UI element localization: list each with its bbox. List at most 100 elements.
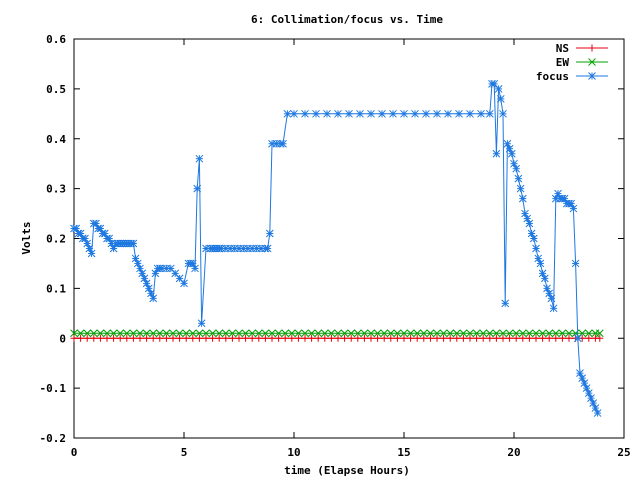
data-point [433,334,441,342]
data-point [512,164,521,173]
data-point [195,154,204,163]
data-point [254,329,263,338]
data-point [103,329,111,338]
data-point [492,334,500,342]
data-point [143,334,151,342]
data-point [248,334,256,342]
y-axis-label: Volts [20,221,33,254]
data-point [90,334,98,342]
data-point [380,334,388,342]
data-point [420,334,428,342]
data-point [380,329,389,338]
data-point [334,109,342,118]
data-point [123,334,131,342]
data-point [525,329,534,338]
data-point [490,80,499,88]
data-point [275,334,283,342]
data-point [323,109,331,118]
data-point [191,264,199,273]
data-point [341,334,349,342]
data-point [505,329,514,338]
data-point [545,334,553,342]
data-point [499,334,507,342]
data-point [571,259,580,268]
data-point [142,329,151,338]
data-point [215,334,223,342]
data-point [241,329,250,338]
data-point [347,329,356,338]
data-point [347,334,355,342]
legend-label: focus [536,70,569,83]
data-point [263,244,272,253]
data-point [222,334,230,342]
data-point [156,334,164,342]
data-point [327,329,336,338]
data-point [228,329,237,338]
data-point [182,334,190,342]
legend-item-EW: EW [556,56,608,69]
data-point [70,334,78,342]
data-point [539,334,547,342]
series-line-focus [74,83,599,414]
data-point [235,334,243,342]
data-point [279,139,287,148]
data-point [287,329,296,338]
data-point [308,334,316,342]
y-tick-label: -0.1 [40,382,67,395]
data-point [393,334,401,342]
data-point [129,329,138,338]
legend-item-focus: focus [536,70,608,83]
data-point [116,329,125,338]
data-point [422,109,430,118]
axes: 0 5 10 15 20 25 -0.2 -0.1 0 0.1 0.2 0.3 0.4 0.5 0.6 [40,33,631,459]
data-point [558,334,566,342]
data-point [389,109,397,118]
data-point [176,334,184,342]
data-point [485,109,494,118]
data-point [413,329,422,338]
data-point [182,329,191,338]
data-point [162,334,170,342]
data-point [494,85,503,93]
x-tick-label: 10 [287,446,300,459]
data-point [197,319,206,328]
data-point [136,334,144,342]
data-point [406,329,415,338]
data-point [512,334,520,342]
data-point [446,334,454,342]
data-point [529,234,538,243]
data-point [378,109,386,118]
data-point [596,334,604,342]
data-point [440,334,448,342]
data-point [228,334,236,342]
data-point [538,329,547,338]
chart-title: 6: Collimation/focus vs. Time [251,13,443,26]
data-point [180,279,188,288]
x-tick-label: 5 [181,446,188,459]
y-tick-label: -0.2 [40,432,67,445]
data-point [585,334,593,342]
data-point [373,329,382,338]
data-point [83,334,91,342]
data-point [155,329,164,338]
data-point [320,329,329,338]
data-point [536,259,545,268]
data-point [477,109,485,118]
y-tick-label: 0.2 [46,233,66,246]
data-point [514,174,523,183]
data-point [116,334,124,342]
data-point [459,329,468,338]
data-point [149,294,158,303]
data-point [407,334,415,342]
data-point [242,334,250,342]
data-point [274,329,283,338]
data-point [367,334,375,342]
data-point [314,334,322,342]
data-point [188,329,197,338]
data-point [455,109,463,118]
data-point [294,329,303,338]
data-point [400,334,408,342]
data-point [268,334,276,342]
